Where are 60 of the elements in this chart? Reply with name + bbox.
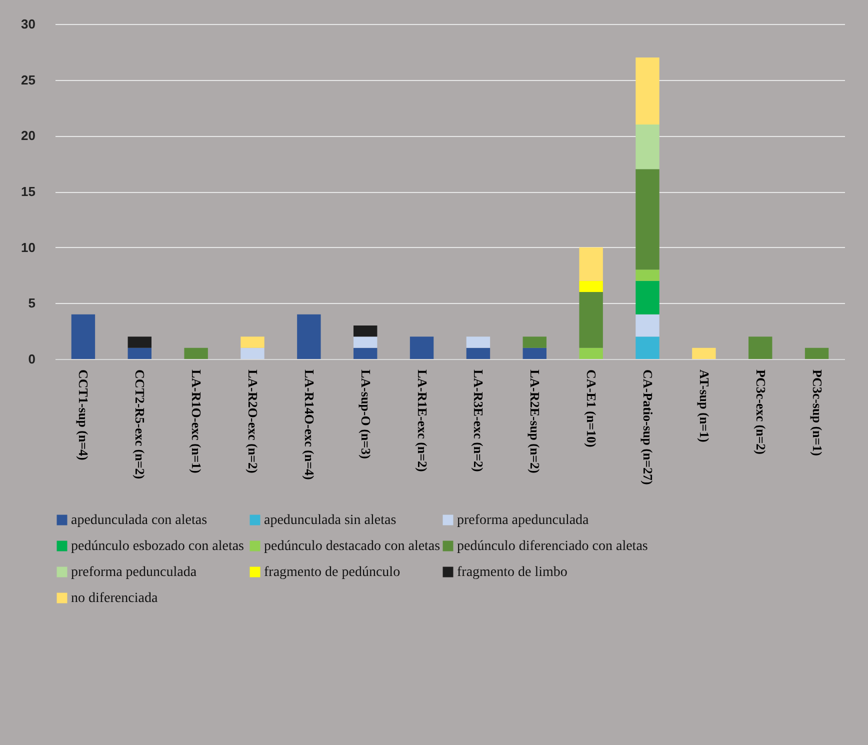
legend-label: preforma pedunculada xyxy=(71,565,198,580)
bar xyxy=(636,169,660,270)
bar xyxy=(636,58,660,124)
x-tick-label: CA-E1 (n=10) xyxy=(584,370,600,448)
bar xyxy=(748,336,772,359)
bar xyxy=(522,336,546,348)
bar xyxy=(184,348,208,359)
bar xyxy=(579,348,603,359)
bar xyxy=(692,348,716,359)
bar xyxy=(354,326,378,337)
bar xyxy=(579,247,603,281)
x-tick-label: LA-sup-O (n=3) xyxy=(358,370,374,459)
legend-label: pedúnculo destacado con aletas xyxy=(264,539,440,554)
bar xyxy=(466,348,490,359)
y-tick-label: 15 xyxy=(21,184,36,199)
y-tick-label: 5 xyxy=(28,296,36,311)
legend-label: apedunculada con aletas xyxy=(71,513,208,528)
y-tick-label: 10 xyxy=(21,240,36,255)
legend-label: no diferenciada xyxy=(71,591,158,606)
x-tick-label: PC3c-exc (n=2) xyxy=(753,370,768,455)
x-tick-label: CCT1-sup (n=4) xyxy=(76,370,92,460)
bar xyxy=(579,292,603,348)
x-tick-label: LA-R14O-exc (n=4) xyxy=(302,370,317,480)
bar xyxy=(466,336,490,348)
legend-label: pedúnculo esbozado con aletas xyxy=(71,539,244,554)
legend-label: fragmento de limbo xyxy=(457,565,568,580)
bar xyxy=(636,270,660,281)
bar xyxy=(128,348,152,359)
bar xyxy=(354,336,378,348)
x-tick-label: LA-R1E-exc (n=2) xyxy=(414,370,430,472)
legend-label: preforma apedunculada xyxy=(457,513,590,528)
bar xyxy=(240,348,264,359)
y-tick-label: 20 xyxy=(21,128,36,144)
legend-label: fragmento de pedúnculo xyxy=(264,565,400,580)
x-tick-label: AT-sup (n=1) xyxy=(696,370,712,442)
bar xyxy=(579,280,603,292)
bar xyxy=(71,314,96,359)
bar xyxy=(804,348,829,359)
x-tick-label: LA-R3E-exc (n=2) xyxy=(471,370,486,472)
x-tick-label: CA-Patio-sup (n=27) xyxy=(640,370,656,485)
y-tick-label: 25 xyxy=(21,72,36,88)
y-tick-label: 30 xyxy=(21,16,36,32)
bar xyxy=(636,124,660,170)
bar xyxy=(128,336,152,348)
bar xyxy=(297,314,321,359)
bar xyxy=(636,314,660,337)
bar xyxy=(636,280,660,314)
bar xyxy=(636,336,660,359)
x-tick-label: LA-R1O-exc (n=1) xyxy=(189,370,204,474)
bar xyxy=(410,336,434,359)
x-tick-label: LA-R2E-sup (n=2) xyxy=(528,370,543,474)
x-tick-label: LA-R2O-exc (n=2) xyxy=(246,370,260,474)
legend-label: pedúnculo diferenciado con aletas xyxy=(457,539,648,554)
bar xyxy=(522,348,546,359)
bar xyxy=(240,336,264,348)
legend-label: apedunculada sin aletas xyxy=(264,513,396,528)
y-tick-label: 0 xyxy=(28,352,36,366)
x-tick-label: PC3c-sup (n=1) xyxy=(810,370,825,456)
bar xyxy=(354,348,378,359)
x-tick-label: CCT2-R5-exc (n=2) xyxy=(132,370,148,480)
